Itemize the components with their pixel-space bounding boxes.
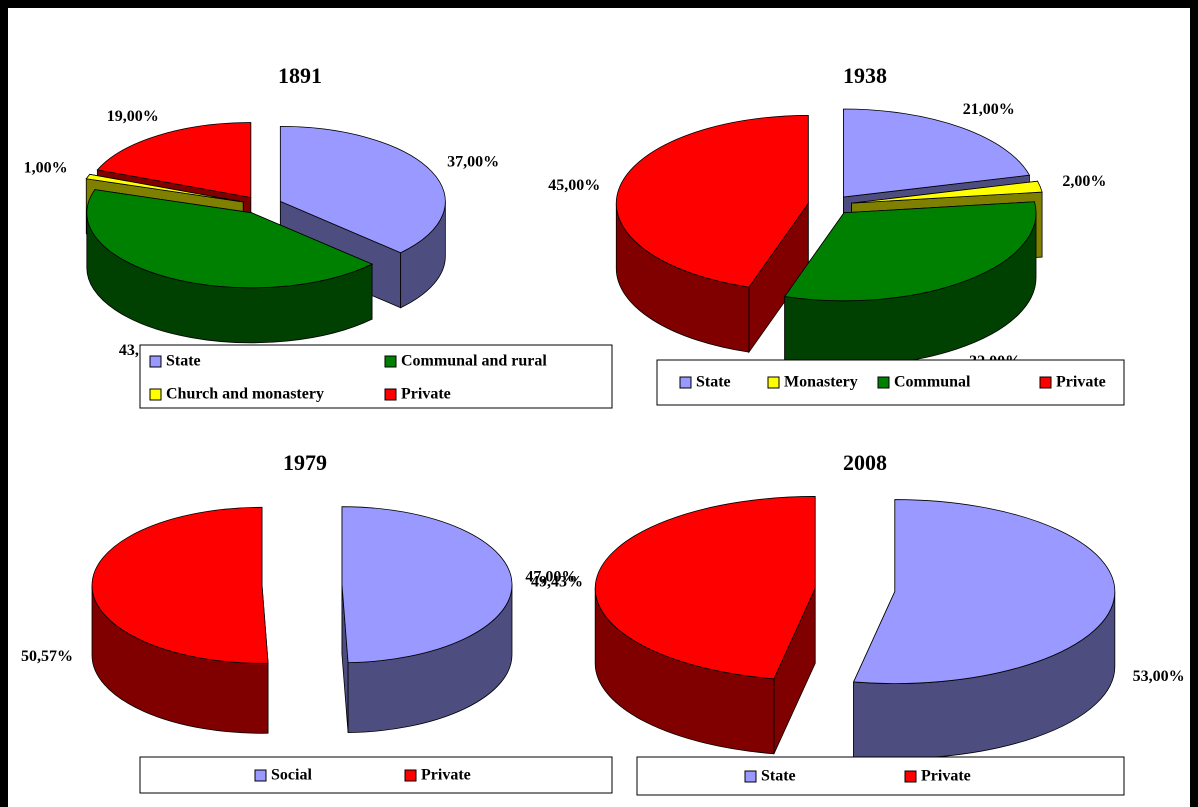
legend-swatch — [744, 770, 757, 783]
pie-title: 1891 — [278, 63, 322, 88]
legend-label: State — [696, 374, 731, 391]
data-label: 2,00% — [1062, 173, 1106, 190]
legend-swatch — [149, 355, 162, 368]
legend-swatch — [149, 388, 162, 401]
legend-label: Social — [271, 767, 312, 784]
data-label: 1,00% — [24, 160, 68, 177]
legend-swatch — [877, 376, 890, 389]
legend-swatch — [679, 376, 692, 389]
pie-slice — [91, 506, 269, 734]
pie-title: 1979 — [283, 450, 327, 475]
pie-top — [594, 496, 816, 680]
pie-top — [96, 122, 252, 198]
legend-swatch — [1039, 376, 1052, 389]
legend-label: Private — [421, 767, 471, 784]
pie-slice — [783, 201, 1037, 367]
legend-swatch — [904, 770, 917, 783]
pie-top — [91, 506, 269, 664]
pie-top — [843, 108, 1031, 198]
legend-label: State — [166, 353, 201, 370]
pie-top — [279, 125, 446, 254]
legend-label: Monastery — [784, 374, 858, 391]
data-label: 50,57% — [21, 648, 73, 665]
pie-top — [85, 173, 244, 203]
pie-slice — [852, 499, 1116, 759]
legend-label: Communal and rural — [401, 353, 547, 370]
data-label: 37,00% — [447, 154, 499, 171]
legend-label: State — [761, 768, 796, 785]
data-label: 45,00% — [548, 177, 600, 194]
pie-top — [783, 201, 1037, 302]
pie-top — [341, 506, 513, 664]
pie-title: 1938 — [843, 63, 887, 88]
data-label: 19,00% — [107, 108, 159, 125]
legend-label: Private — [921, 768, 971, 785]
pie-title: 2008 — [843, 450, 887, 475]
legend-swatch — [404, 769, 417, 782]
data-label: 47,00% — [525, 568, 577, 585]
pie-top — [852, 499, 1116, 684]
legend-box — [139, 344, 613, 409]
pie-slice — [86, 189, 374, 344]
data-label: 49,43% — [531, 574, 583, 591]
pie-slice — [615, 115, 809, 354]
legend-label: Communal — [894, 374, 971, 391]
legend-label: Church and monastery — [166, 386, 324, 403]
legend-swatch — [384, 388, 397, 401]
data-label: 53,00% — [1133, 668, 1185, 685]
pie-top — [86, 189, 374, 289]
legend-box — [636, 756, 1125, 796]
legend-label: Private — [401, 386, 451, 403]
data-label: 21,00% — [963, 101, 1015, 118]
pie-slice — [594, 496, 816, 755]
legend-label: Private — [1056, 374, 1106, 391]
pie-top — [615, 115, 809, 288]
legend-swatch — [254, 769, 267, 782]
pie-slice — [341, 506, 513, 734]
legend-box — [139, 756, 613, 794]
legend-swatch — [767, 376, 780, 389]
legend-swatch — [384, 355, 397, 368]
pie-top — [851, 180, 1043, 204]
